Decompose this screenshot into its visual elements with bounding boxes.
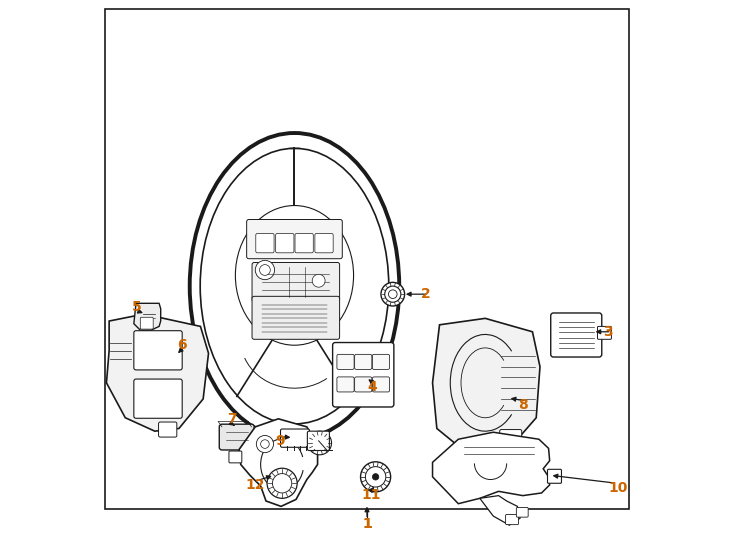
FancyBboxPatch shape — [140, 318, 153, 329]
Circle shape — [256, 435, 274, 453]
FancyBboxPatch shape — [295, 233, 313, 253]
FancyBboxPatch shape — [337, 354, 354, 369]
Text: 11: 11 — [362, 488, 381, 502]
Polygon shape — [432, 432, 550, 504]
Ellipse shape — [189, 133, 399, 439]
Text: 1: 1 — [362, 517, 372, 531]
Ellipse shape — [236, 206, 354, 345]
FancyBboxPatch shape — [252, 262, 340, 302]
FancyBboxPatch shape — [355, 354, 372, 369]
FancyBboxPatch shape — [500, 429, 522, 446]
Text: 10: 10 — [608, 481, 628, 495]
Text: 8: 8 — [518, 399, 528, 413]
FancyBboxPatch shape — [159, 422, 177, 437]
FancyBboxPatch shape — [337, 377, 354, 392]
FancyBboxPatch shape — [372, 377, 390, 392]
Text: 9: 9 — [276, 434, 286, 448]
FancyBboxPatch shape — [333, 342, 394, 407]
Text: 3: 3 — [603, 325, 613, 339]
Text: 6: 6 — [177, 338, 186, 352]
FancyBboxPatch shape — [550, 313, 602, 357]
FancyBboxPatch shape — [252, 296, 340, 339]
FancyBboxPatch shape — [372, 354, 390, 369]
Text: 7: 7 — [227, 413, 236, 427]
Circle shape — [366, 467, 386, 487]
Text: 2: 2 — [421, 287, 430, 301]
FancyBboxPatch shape — [134, 330, 182, 370]
FancyBboxPatch shape — [280, 429, 310, 447]
FancyBboxPatch shape — [247, 219, 342, 259]
Polygon shape — [432, 319, 540, 453]
FancyBboxPatch shape — [597, 326, 611, 339]
Circle shape — [272, 474, 292, 493]
Text: 1: 1 — [362, 517, 372, 531]
Text: 5: 5 — [132, 300, 142, 314]
FancyBboxPatch shape — [516, 508, 528, 517]
Circle shape — [255, 260, 275, 280]
Circle shape — [312, 435, 327, 450]
FancyBboxPatch shape — [355, 377, 372, 392]
FancyBboxPatch shape — [255, 233, 274, 253]
FancyBboxPatch shape — [315, 233, 333, 253]
Text: 12: 12 — [245, 478, 265, 492]
Circle shape — [261, 440, 269, 448]
Circle shape — [388, 290, 397, 299]
FancyBboxPatch shape — [308, 431, 330, 450]
Circle shape — [260, 265, 270, 275]
FancyBboxPatch shape — [506, 515, 518, 525]
FancyBboxPatch shape — [134, 379, 182, 418]
Circle shape — [372, 474, 379, 480]
Polygon shape — [480, 496, 520, 525]
Polygon shape — [106, 314, 208, 431]
FancyBboxPatch shape — [229, 451, 241, 463]
Text: 4: 4 — [368, 380, 377, 394]
FancyBboxPatch shape — [219, 424, 254, 450]
Polygon shape — [239, 419, 318, 507]
Circle shape — [385, 286, 401, 302]
Circle shape — [308, 431, 332, 455]
Circle shape — [381, 282, 404, 306]
Circle shape — [312, 274, 325, 287]
Circle shape — [360, 462, 390, 492]
Polygon shape — [134, 303, 161, 330]
FancyBboxPatch shape — [548, 469, 562, 483]
FancyBboxPatch shape — [276, 233, 294, 253]
Circle shape — [267, 468, 297, 498]
Ellipse shape — [200, 148, 389, 424]
